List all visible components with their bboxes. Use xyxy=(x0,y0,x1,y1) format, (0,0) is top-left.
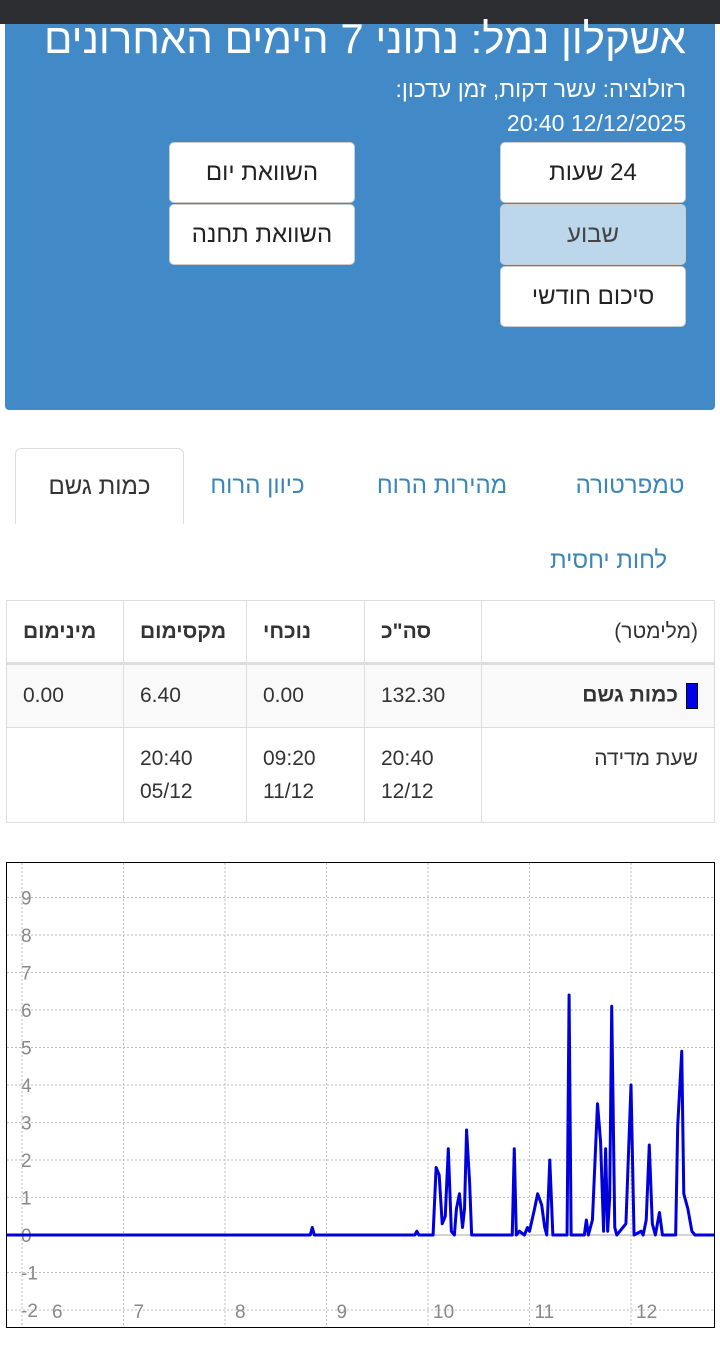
series-label: כמות גשם xyxy=(582,683,678,707)
y-tick-label: 4 xyxy=(21,1076,32,1097)
tab-wind-direction[interactable]: כיוון הרוח xyxy=(210,472,305,499)
x-tick-label: 12 xyxy=(636,1302,657,1323)
series-color-swatch xyxy=(686,683,698,709)
date: 12/12 xyxy=(381,780,434,803)
station-compare-button[interactable]: השוואת תחנה xyxy=(169,204,355,265)
tab-wind-speed[interactable]: מהירות הרוח xyxy=(376,472,508,499)
y-tick-label: 6 xyxy=(21,1001,32,1022)
min-value: 0.00 xyxy=(6,663,124,728)
y-tick-label: 3 xyxy=(21,1114,32,1135)
update-time: 12/12/2025 20:40 xyxy=(506,110,686,136)
rainfall-series-line xyxy=(6,993,720,1237)
max-value: 6.40 xyxy=(123,663,247,728)
time-label: שעת מדידה xyxy=(481,727,715,823)
time: 20:40 xyxy=(381,747,434,770)
y-tick-label: -1 xyxy=(21,1264,38,1285)
monthly-summary-button[interactable]: סיכום חודשי xyxy=(500,266,686,327)
update-info: רזולוציה: עשר דקות, זמן עדכון: 12/12/202… xyxy=(34,72,686,140)
time: 20:40 xyxy=(140,747,193,770)
table-row: שעת מדידה 20:40 12/12 09:20 11/12 20:40 05/… xyxy=(6,727,715,823)
y-tick-label: 2 xyxy=(21,1151,32,1172)
range-buttons: 24 שעות השוואת יום שבוע השוואת תחנה סיכו… xyxy=(34,142,686,328)
summary-table: (מלימטר) סה"כ נוכחי מקסימום מינימום כמות… xyxy=(6,600,715,823)
current-header: נוכחי xyxy=(246,600,365,665)
y-tick-label: 1 xyxy=(21,1189,32,1210)
date: 05/12 xyxy=(140,780,193,803)
header-panel: אשקלון נמל: נתוני 7 הימים האחרונים רזולו… xyxy=(5,15,715,410)
current-value: 0.00 xyxy=(246,663,365,728)
x-tick-label: 9 xyxy=(337,1302,348,1323)
min-time xyxy=(6,727,124,823)
current-time: 09:20 11/12 xyxy=(246,727,365,823)
table-header-row: (מלימטר) סה"כ נוכחי מקסימום מינימום xyxy=(6,600,715,665)
week-button[interactable]: שבוע xyxy=(500,204,686,265)
tab-humidity[interactable]: לחות יחסית xyxy=(550,547,668,574)
max-header: מקסימום xyxy=(123,600,247,665)
day-compare-button[interactable]: השוואת יום xyxy=(169,142,355,203)
unit-header: (מלימטר) xyxy=(481,600,715,665)
page-title: אשקלון נמל: נתוני 7 הימים האחרונים xyxy=(44,15,686,62)
tab-temperature[interactable]: טמפרטורה xyxy=(575,472,685,499)
rainfall-chart: -2 -1 0 1 2 3 4 5 6 7 8 9 6 7 8 9 10 11 12 xyxy=(6,862,720,1328)
24-hours-button[interactable]: 24 שעות xyxy=(500,142,686,203)
browser-top-bar xyxy=(0,0,720,24)
max-time: 20:40 05/12 xyxy=(123,727,247,823)
min-header: מינימום xyxy=(6,600,124,665)
tab-rainfall[interactable]: כמות גשם xyxy=(15,448,184,524)
x-tick-label: 11 xyxy=(535,1302,555,1323)
y-tick-label: 5 xyxy=(21,1039,32,1060)
total-value: 132.30 xyxy=(364,663,482,728)
y-tick-label: -2 xyxy=(21,1301,38,1322)
y-tick-label: 9 xyxy=(21,889,32,910)
total-header: סה"כ xyxy=(364,600,482,665)
y-tick-label: 8 xyxy=(21,926,32,947)
date: 11/12 xyxy=(263,780,314,803)
total-time: 20:40 12/12 xyxy=(364,727,482,823)
table-row: כמות גשם 132.30 0.00 6.40 0.00 xyxy=(6,663,715,728)
series-label-cell: כמות גשם xyxy=(481,663,715,728)
x-tick-label: 6 xyxy=(52,1302,63,1323)
x-tick-label: 10 xyxy=(433,1302,454,1323)
measurement-tabs: טמפרטורה מהירות הרוח כיוון הרוח כמות גשם… xyxy=(0,448,720,574)
resolution-text: רזולוציה: עשר דקות, זמן עדכון: xyxy=(395,76,686,102)
x-tick-label: 8 xyxy=(235,1302,246,1323)
x-tick-label: 7 xyxy=(134,1302,145,1323)
time: 09:20 xyxy=(263,747,316,770)
y-tick-label: 7 xyxy=(21,964,32,985)
